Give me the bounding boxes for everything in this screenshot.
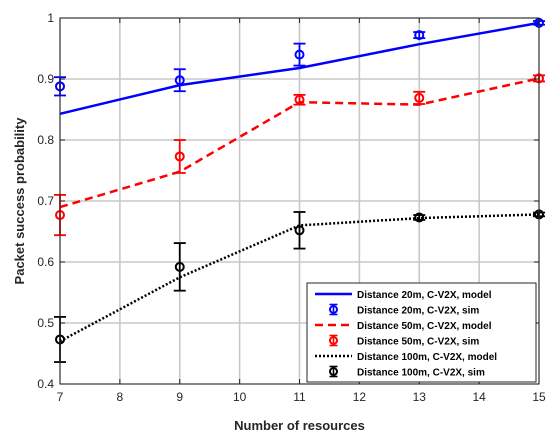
legend-box (306, 282, 537, 383)
y-tick-label: 0.9 (37, 72, 54, 86)
x-tick-label: 13 (413, 390, 427, 404)
legend: Distance 20m, C-V2X, model Distance 20m, … (306, 282, 537, 383)
x-tick-label: 12 (353, 390, 367, 404)
y-axis-title: Packet success probability (12, 117, 27, 285)
x-axis-title: Number of resources (234, 418, 365, 433)
data-point (174, 75, 185, 86)
data-point (414, 92, 425, 103)
y-tick-label: 1 (47, 11, 54, 25)
y-tick-label: 0.4 (37, 377, 54, 391)
axis-ticks: 7 8 9 10 11 12 13 14 15 0.4 0.5 0.6 0.7 0.8 0.9 1 (37, 11, 546, 404)
y-tick-label: 0.8 (37, 133, 54, 147)
x-tick-label: 8 (117, 390, 124, 404)
y-tick-label: 0.6 (37, 255, 54, 269)
data-point (174, 151, 185, 162)
series-line-0 (59, 21, 540, 116)
x-tick-label: 14 (472, 390, 486, 404)
data-point (294, 94, 305, 105)
x-tick-label: 10 (233, 390, 247, 404)
x-tick-label: 7 (57, 390, 64, 404)
legend-swatch-marker (329, 336, 338, 345)
data-point (294, 49, 305, 60)
y-tick-label: 0.5 (37, 316, 54, 330)
data-point (414, 30, 425, 41)
legend-label: Distance 20m, C-V2X, sim (357, 306, 479, 317)
legend-label: Distance 50m, C-V2X, sim (357, 337, 479, 348)
legend-label: Distance 50m, C-V2X, model (357, 321, 492, 332)
legend-swatch-marker (329, 367, 338, 376)
legend-label: Distance 20m, C-V2X, model (357, 290, 492, 301)
y-tick-label: 0.7 (37, 194, 54, 208)
data-point (294, 225, 305, 236)
x-tick-label: 9 (176, 390, 183, 404)
legend-label: Distance 100m, C-V2X, sim (357, 368, 485, 379)
data-point (174, 261, 185, 272)
x-tick-label: 15 (532, 390, 546, 404)
legend-label: Distance 100m, C-V2X, model (357, 352, 497, 363)
legend-swatch-marker (329, 305, 338, 314)
x-tick-label: 11 (293, 390, 306, 404)
data-point (414, 212, 425, 223)
